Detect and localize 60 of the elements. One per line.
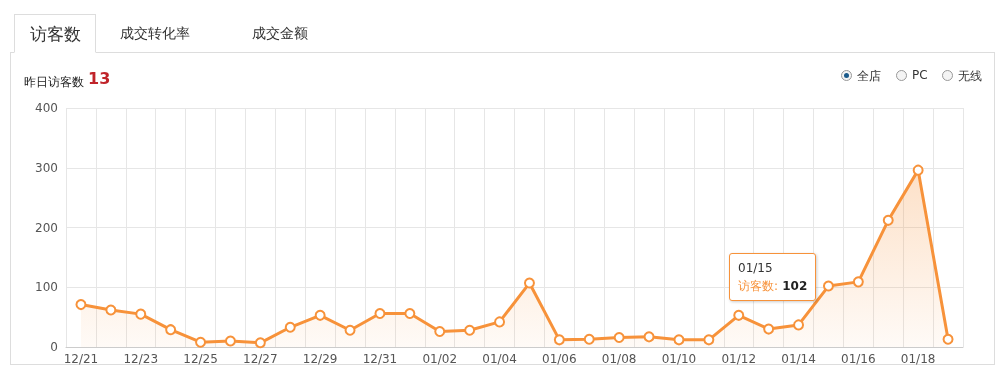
point [374,308,386,320]
point [882,214,894,226]
x-tick-label: 01/12 [721,352,757,366]
annotation: 01/15 [738,260,774,277]
point [224,335,236,347]
x-tick-label: 01/02 [422,352,458,366]
y-tick-label: 0 [50,340,58,354]
point [344,324,356,336]
point [523,277,535,289]
text: 成交金额 [250,24,309,43]
y-tick-label: 300 [35,160,58,175]
x-tick-label: 01/08 [601,352,637,366]
point [494,316,506,328]
x-tick-label: 01/16 [841,352,876,366]
point [75,299,87,311]
x-tick-label: 12/31 [362,352,398,366]
point [912,164,924,176]
y-tick-label: 400 [35,101,58,115]
text: 成交转化率 [118,24,191,43]
point [195,336,207,348]
point [105,304,117,316]
point [673,334,685,346]
x-tick-label: 12/29 [302,352,338,366]
x-tick-label: 01/06 [542,352,577,366]
point [703,334,715,346]
point [434,325,446,337]
point [404,308,416,320]
x-tick-label: 12/21 [63,352,99,366]
point [284,321,296,333]
y-tick-label: 100 [35,280,58,295]
x-tick-label: 01/04 [482,352,517,366]
point [165,324,177,336]
annotation: 访客数: 102 [738,279,808,293]
point [733,309,745,321]
x-tick-label: 01/18 [900,352,936,366]
point [464,324,476,336]
x-tick-label: 12/25 [183,352,218,366]
point [822,280,834,292]
x-tick-label: 01/10 [661,352,697,366]
point [553,334,565,346]
point [763,323,775,335]
text: 昨日访客数 [24,74,84,91]
x-tick-label: 12/27 [243,352,278,366]
point [314,309,326,321]
x-tick-label: 01/14 [781,352,816,366]
text: 全店 [857,68,881,85]
point [942,333,954,345]
point [793,319,805,331]
point [254,337,266,349]
text: 13 [88,69,111,88]
text: 无线 [958,68,982,85]
text: PC [912,68,928,82]
y-tick-label: 200 [35,220,58,235]
point [852,276,864,288]
point [583,333,595,345]
point [613,331,625,343]
text: 访客数 [14,14,96,53]
point [643,331,655,343]
point [135,308,147,320]
x-tick-label: 12/23 [123,352,159,366]
